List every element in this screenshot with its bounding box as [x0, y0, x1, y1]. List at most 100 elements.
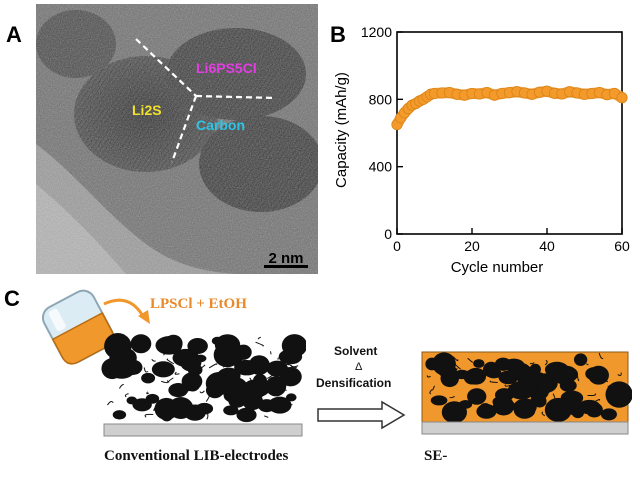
active-particle [486, 368, 502, 379]
carbon-fiber [162, 368, 170, 375]
x-axis-title: Cycle number [451, 259, 544, 276]
active-particle [228, 394, 246, 408]
carbon-fiber [257, 336, 261, 340]
plot-border [396, 31, 623, 235]
carbon-fiber [146, 391, 150, 395]
carbon-fiber [466, 378, 475, 380]
carbon-fiber [598, 352, 604, 360]
active-particle [236, 407, 257, 423]
carbon-fiber [456, 373, 461, 378]
carbon-fiber [516, 378, 523, 383]
carbon-fiber [452, 367, 458, 373]
carbon-fiber [547, 376, 554, 380]
carbon-fiber [121, 351, 128, 357]
carbon-fiber [255, 402, 263, 409]
active-particle [187, 337, 208, 355]
carbon-fiber [576, 375, 580, 382]
step-symbol: Δ [355, 361, 363, 373]
carbon-fiber [167, 377, 174, 383]
phase-boundary-lines [135, 38, 277, 163]
current-collector [421, 421, 629, 435]
active-particle [205, 372, 233, 396]
carbon-fiber [208, 382, 211, 389]
right-caption: SE- [424, 448, 448, 464]
carbon-fiber [281, 366, 286, 374]
carbon-fiber [426, 375, 431, 378]
carbon-fiber [124, 393, 129, 398]
carbon-fiber [266, 374, 274, 379]
active-particle [141, 372, 156, 384]
panel-a-letter: A [6, 22, 22, 47]
carbon-fiber [552, 393, 556, 400]
carbon-fiber [595, 399, 601, 402]
active-particle [278, 349, 303, 365]
tem-image: Li6PS5Cl Li2S Carbon 2 nm [36, 4, 318, 274]
carbon-fiber [448, 407, 453, 411]
carbon-fiber [284, 369, 293, 376]
carbon-fiber [161, 380, 169, 384]
active-particle [223, 405, 239, 416]
capacity-point [616, 92, 628, 104]
active-particle [135, 336, 151, 346]
carbon-fiber [187, 408, 194, 413]
carbon-fiber [609, 402, 616, 405]
carbon-fiber [263, 415, 269, 418]
active-particle [494, 357, 512, 371]
carbon-fiber [222, 355, 231, 359]
step-title: Solvent [334, 344, 378, 358]
scale-bar-label: 2 nm [268, 250, 304, 267]
carbon-fiber [198, 364, 206, 370]
active-particle [162, 338, 175, 349]
active-particle [508, 362, 532, 379]
carbon-fiber [143, 367, 149, 373]
active-particle [181, 372, 203, 391]
carbon-fiber [284, 376, 290, 381]
active-particle [109, 347, 137, 369]
carbon-fiber [532, 392, 539, 395]
carbon-fiber [534, 388, 542, 392]
carbon-fiber [151, 358, 156, 362]
carbon-fiber [257, 360, 264, 366]
active-particle [552, 367, 576, 385]
process-arrow [317, 400, 406, 430]
carbon-fiber [467, 357, 474, 363]
carbon-fiber [544, 359, 548, 366]
carbon-fiber [605, 392, 612, 397]
tem-micrograph [36, 4, 318, 274]
carbon-fiber [237, 411, 244, 416]
active-particle [492, 396, 515, 416]
carbon-fiber [249, 377, 252, 382]
y-tick-label: 800 [369, 91, 393, 107]
carbon-fiber [224, 364, 231, 367]
y-tick-label: 0 [384, 226, 392, 242]
plot-frame [396, 31, 623, 235]
active-particle [268, 396, 292, 414]
carbon-fiber [550, 408, 554, 413]
carbon-fiber [291, 337, 298, 342]
carbon-fiber [224, 394, 228, 400]
carbon-fiber [184, 361, 191, 367]
carbon-fiber [208, 363, 218, 369]
active-particle [473, 359, 485, 368]
active-particle [105, 341, 117, 349]
carbon-fiber [534, 384, 539, 391]
carbon-fiber [607, 395, 612, 400]
carbon-fiber [144, 413, 154, 418]
active-particle [458, 399, 473, 409]
carbon-fiber [486, 366, 489, 372]
carbon-fiber [285, 395, 292, 399]
carbon-fiber [288, 403, 293, 408]
carbon-fiber [205, 395, 210, 402]
left-caption: Conventional LIB-electrodes [104, 448, 289, 464]
active-particle [524, 375, 541, 389]
conventional-electrode [101, 332, 306, 437]
carbon-fiber [174, 371, 180, 375]
carbon-fiber [591, 374, 601, 380]
active-particle [285, 393, 297, 402]
active-particle [544, 397, 572, 422]
pour-arrow [103, 298, 150, 324]
active-particle [513, 398, 537, 416]
carbon-fiber [107, 400, 114, 406]
carbon-fiber [186, 352, 196, 359]
carbon-fiber [489, 380, 498, 383]
